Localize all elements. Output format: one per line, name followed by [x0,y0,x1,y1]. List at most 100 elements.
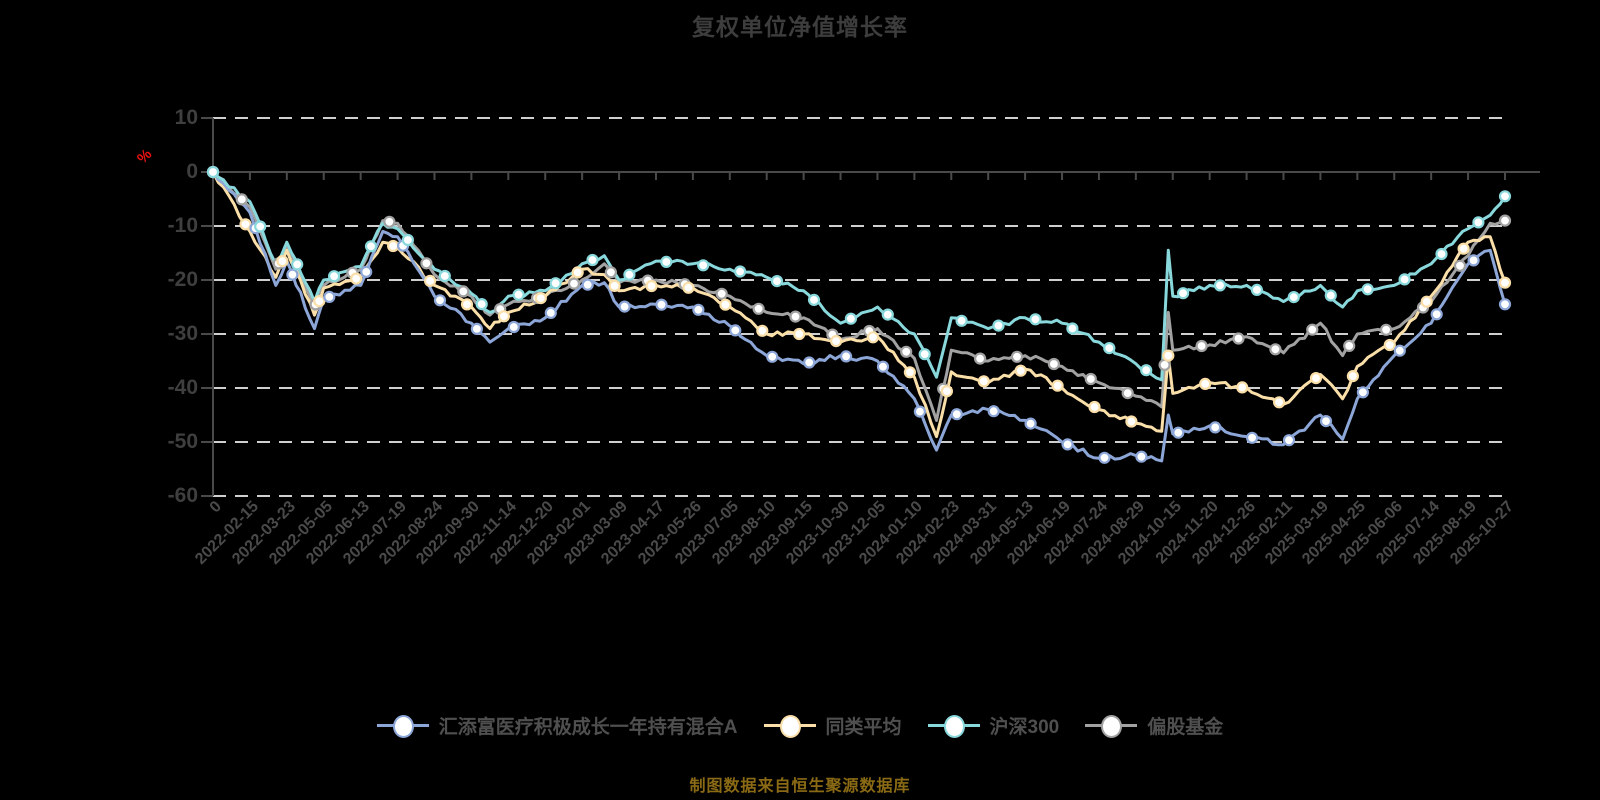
series-marker-peer [1457,242,1470,255]
series-marker-peer [350,272,363,285]
series-marker-hs300 [1498,190,1512,203]
series-marker-stockfund [1379,323,1393,336]
series-marker-peer [239,218,252,231]
series-marker-stockfund [1010,350,1024,363]
series-marker-hs300 [770,275,784,288]
series-marker-peer [866,331,880,344]
series-marker-hs300 [807,293,821,306]
legend-label: 沪深300 [989,717,1060,738]
series-marker-hs300 [844,312,858,325]
series-marker-peer [756,324,769,337]
legend-item-stockfund: 偏股基金 [1085,712,1223,739]
series-marker-hs300 [1066,322,1079,335]
series-marker-peer [608,279,621,292]
series-marker-fund [1245,431,1259,444]
series-marker-stockfund [567,277,581,290]
legend: 汇添富医疗积极成长一年持有混合A 同类平均 沪深300 偏股基金 [0,712,1600,739]
y-tick-label: -30 [167,322,198,345]
y-tick-label: 0 [186,160,198,183]
series-marker-fund [433,294,447,307]
series-marker-peer [1088,400,1101,414]
series-marker-stockfund [420,257,433,270]
series-line-hs300 [211,170,1507,382]
series-marker-peer [682,281,695,294]
series-marker-hs300 [364,240,378,253]
series-marker-fund [360,265,373,278]
series-marker-stockfund [1232,332,1245,345]
series-marker-peer [1309,372,1323,385]
series-marker-hs300 [623,268,636,281]
series-marker-fund [618,300,631,313]
series-marker-peer [793,327,806,341]
series-marker-hs300 [1398,273,1411,286]
series-marker-hs300 [438,269,451,283]
chart-title: 复权单位净值增长率 [692,14,908,40]
y-tick-label: -10 [167,214,198,237]
series-marker-fund [1356,386,1370,399]
series-marker-hs300 [1140,364,1153,377]
series-marker-fund [692,303,705,316]
series-marker-peer [977,375,990,388]
series-marker-fund [1135,450,1148,463]
series-line-peer [211,170,1507,439]
series-marker-fund [1209,421,1222,434]
series-marker-hs300 [660,255,673,268]
series-marker-hs300 [328,270,341,283]
series-marker-fund [655,298,668,311]
series-marker-peer [1051,379,1064,392]
series-marker-hs300 [1029,313,1042,326]
series-marker-stockfund [457,285,470,298]
legend-label: 汇添富医疗积极成长一年持有混合A [438,717,738,738]
series-marker-fund [950,408,963,421]
series-marker-fund [544,306,557,319]
series-marker-hs300 [955,314,968,327]
series-marker-fund [1172,426,1185,439]
series-marker-peer [276,255,289,268]
series-marker-stockfund [789,310,802,323]
series-marker-peer [645,279,658,293]
y-tick-label: -40 [167,376,198,399]
series-marker-hs300 [697,259,710,272]
series-marker-hs300 [918,348,931,361]
series-marker-stockfund [752,302,765,315]
series-marker-hs300 [1103,342,1116,355]
series-marker-stockfund [604,266,618,279]
series-marker-peer [1199,377,1212,390]
series-marker-fund [1467,254,1480,267]
series-marker-hs300 [1250,283,1264,296]
series-marker-fund [507,320,520,334]
series-marker-hs300 [586,253,599,267]
series-marker-hs300 [291,258,304,271]
series-marker-peer [940,385,954,398]
series-marker-fund [876,360,890,373]
series-marker-peer [460,298,474,311]
series-marker-peer [424,274,437,287]
series-marker-fund [323,290,336,303]
legend-item-peer: 同类平均 [763,712,902,739]
legend-marker-icon [927,714,980,738]
series-marker-fund [286,268,299,281]
series-marker-stockfund [973,352,987,365]
series-marker-peer [1420,295,1433,308]
legend-item-fund: 汇添富医疗积极成长一年持有混合A [376,712,738,739]
series-marker-fund [1098,451,1111,464]
series-marker-hs300 [549,277,562,290]
series-marker-hs300 [1361,283,1374,296]
series-marker-peer [1383,338,1396,352]
series-marker-peer [534,292,547,305]
series-marker-peer [313,295,326,308]
series-marker-peer [1125,415,1138,428]
series-marker-hs300 [401,233,414,247]
series-marker-peer [1272,396,1286,409]
series-marker-peer [387,239,400,253]
series-marker-fund [581,278,594,291]
series-marker-peer [1236,381,1249,394]
series-marker-peer [571,266,584,279]
series-marker-hs300 [733,265,747,278]
legend-label: 同类平均 [825,717,902,738]
series-marker-stockfund [1269,343,1282,356]
series-marker-fund [1061,438,1074,451]
y-tick-label: -50 [167,430,198,453]
series-marker-hs300 [881,308,894,321]
